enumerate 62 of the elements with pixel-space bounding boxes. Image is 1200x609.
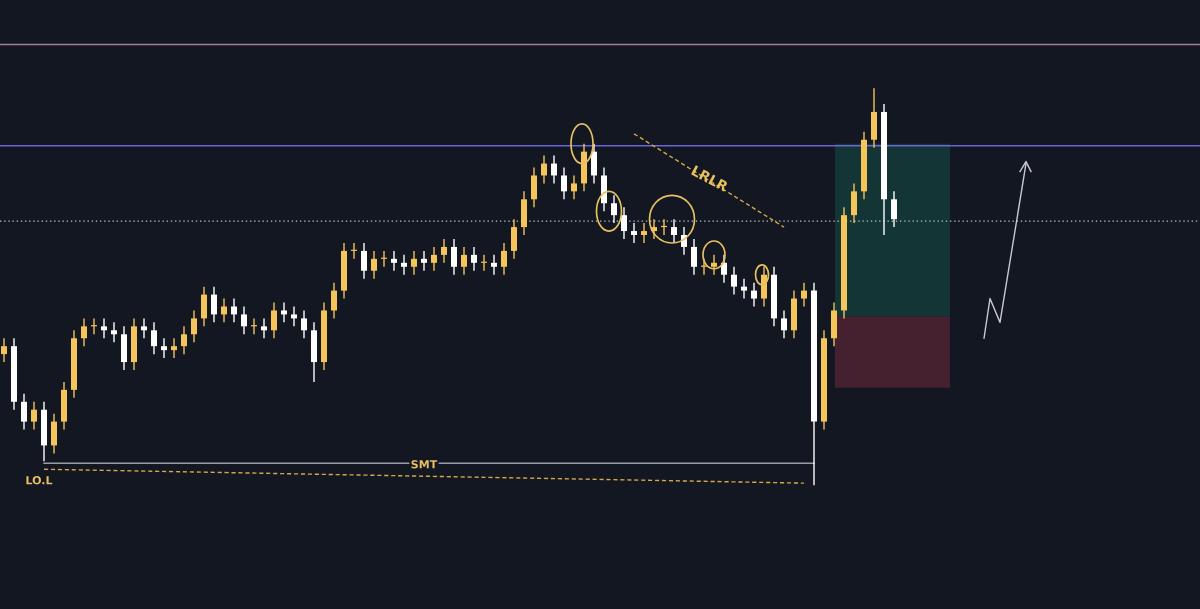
candlestick xyxy=(851,182,857,224)
candlestick xyxy=(361,242,367,280)
candlestick xyxy=(401,254,407,276)
candlestick xyxy=(51,412,57,455)
candlestick xyxy=(111,321,117,343)
candlestick xyxy=(211,285,217,324)
candlestick xyxy=(271,301,277,339)
candlestick xyxy=(441,238,447,264)
candlestick xyxy=(731,266,737,296)
candlestick xyxy=(221,297,227,324)
candlestick xyxy=(751,281,757,308)
candlestick xyxy=(641,222,647,244)
candlestick xyxy=(621,206,627,240)
candlestick xyxy=(231,297,237,324)
candlestick xyxy=(191,309,197,343)
candlestick xyxy=(331,281,337,320)
candlestick xyxy=(721,254,727,284)
candlestick xyxy=(241,305,247,335)
candlestick xyxy=(161,337,167,359)
candlestick xyxy=(281,301,287,324)
candlestick xyxy=(631,222,637,244)
candlestick xyxy=(151,321,157,355)
candlestick xyxy=(471,246,477,272)
candlestick xyxy=(21,393,27,431)
candlestick xyxy=(431,246,437,272)
candlestick xyxy=(181,325,187,355)
candlestick xyxy=(1,337,7,363)
candlestick xyxy=(391,250,397,272)
candlestick xyxy=(541,154,547,185)
candlestick xyxy=(31,401,37,431)
candlestick xyxy=(301,309,307,339)
candlestick xyxy=(501,242,507,276)
candlestick xyxy=(421,250,427,272)
candlestick xyxy=(561,166,567,200)
candlestick xyxy=(781,309,787,339)
candlestick xyxy=(551,154,557,185)
candlestick xyxy=(141,317,147,339)
candlestick xyxy=(591,143,597,185)
candlestick xyxy=(201,285,207,328)
candlestick xyxy=(671,218,677,244)
annotation: SMT xyxy=(411,460,438,469)
candlestick xyxy=(291,305,297,328)
candlestick xyxy=(711,254,717,276)
candlestick xyxy=(891,190,897,228)
candlestick xyxy=(461,246,467,276)
candlestick xyxy=(81,317,87,347)
annotation: LO.L xyxy=(26,475,53,485)
candlestick xyxy=(741,277,747,300)
candlestick xyxy=(261,317,267,339)
candlestick xyxy=(491,254,497,276)
candlestick xyxy=(101,317,107,339)
candlestick xyxy=(531,166,537,208)
candlestick xyxy=(801,281,807,308)
candlestick xyxy=(171,337,177,359)
candlestick xyxy=(451,238,457,276)
candlestick xyxy=(691,238,697,276)
candlestick xyxy=(571,174,577,200)
candlestick xyxy=(411,250,417,276)
candlestick xyxy=(611,194,617,224)
candlestick xyxy=(371,250,377,280)
candlestick xyxy=(511,218,517,260)
candlestick xyxy=(761,266,767,308)
